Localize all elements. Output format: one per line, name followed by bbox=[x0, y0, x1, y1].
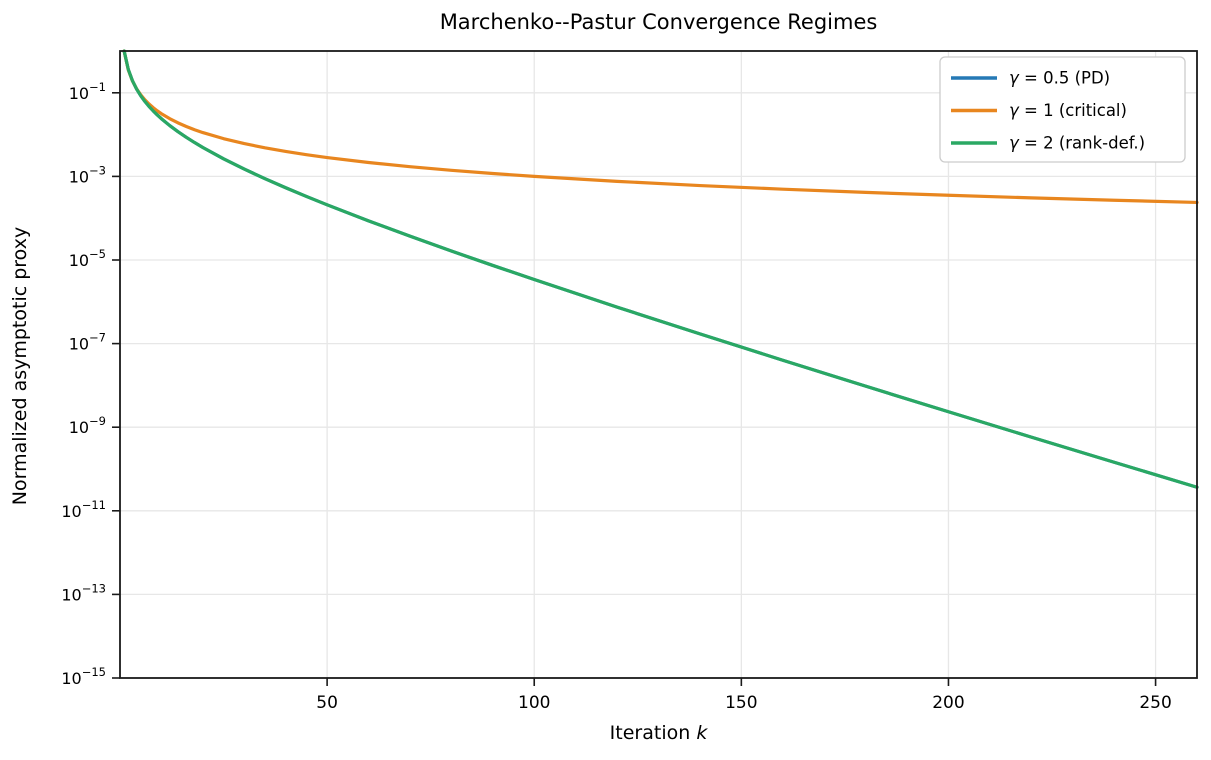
y-axis-ticks: 10−1 10−3 10−5 10−7 10−9 10−11 10−13 10−15 bbox=[61, 80, 120, 688]
x-axis-ticks: 50 100 150 200 250 bbox=[316, 678, 1172, 713]
y-tick-label: 10−9 bbox=[69, 414, 106, 437]
y-tick-label: 10−11 bbox=[61, 498, 106, 521]
x-tick-label: 100 bbox=[518, 693, 550, 713]
x-tick-label: 50 bbox=[316, 693, 338, 713]
legend-label: γ = 2 (rank-def.) bbox=[1009, 134, 1145, 153]
legend-label: γ = 0.5 (PD) bbox=[1009, 69, 1110, 88]
y-tick-label: 10−13 bbox=[61, 581, 106, 604]
legend-label: γ = 1 (critical) bbox=[1009, 101, 1127, 120]
x-tick-label: 250 bbox=[1139, 693, 1171, 713]
legend-box bbox=[939, 56, 1186, 163]
legend: γ = 0.5 (PD) γ = 1 (critical) γ = 2 (rank-… bbox=[939, 56, 1186, 163]
x-tick-label: 150 bbox=[725, 693, 757, 713]
series-line-green bbox=[122, 49, 1199, 489]
x-axis-label: Iteration k bbox=[609, 722, 708, 744]
chart-title: Marchenko--Pastur Convergence Regimes bbox=[439, 10, 878, 34]
y-axis-label: Normalized asymptotic proxy bbox=[9, 226, 31, 506]
plot-spines bbox=[119, 50, 1198, 679]
y-tick-label: 10−15 bbox=[61, 665, 106, 688]
y-tick-label: 10−5 bbox=[69, 247, 106, 270]
y-tick-label: 10−7 bbox=[69, 331, 106, 354]
y-tick-label: 10−1 bbox=[69, 80, 106, 103]
y-tick-label: 10−3 bbox=[69, 163, 106, 186]
x-tick-label: 200 bbox=[932, 693, 964, 713]
series-lines bbox=[122, 49, 1199, 489]
x-axis-label-variable: k bbox=[696, 722, 708, 744]
